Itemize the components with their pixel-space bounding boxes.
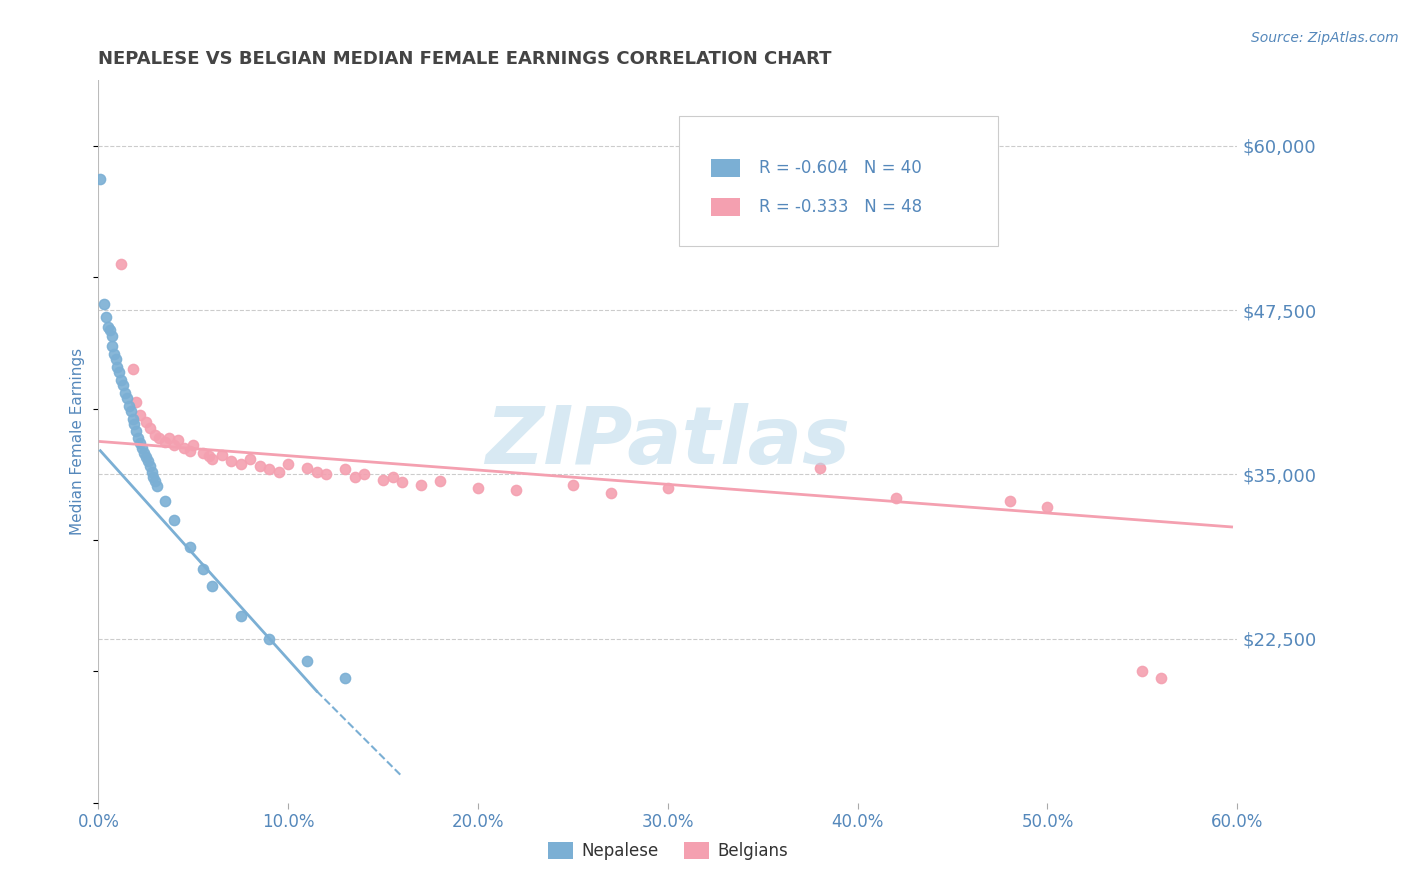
Point <box>808 460 831 475</box>
Point <box>179 540 201 554</box>
Point <box>138 459 160 474</box>
Point <box>391 475 413 490</box>
Point <box>277 457 299 471</box>
Text: NEPALESE VS BELGIAN MEDIAN FEMALE EARNINGS CORRELATION CHART: NEPALESE VS BELGIAN MEDIAN FEMALE EARNIN… <box>98 50 832 68</box>
Point <box>121 412 143 426</box>
Point <box>104 351 127 366</box>
Point <box>97 320 120 334</box>
Point <box>249 459 271 474</box>
Point <box>315 467 337 482</box>
Point <box>103 346 125 360</box>
Text: ZIPatlas: ZIPatlas <box>485 402 851 481</box>
Point <box>221 454 243 468</box>
Text: Source: ZipAtlas.com: Source: ZipAtlas.com <box>1251 31 1399 45</box>
Point <box>229 457 252 471</box>
FancyBboxPatch shape <box>711 198 740 216</box>
Legend: Nepalese, Belgians: Nepalese, Belgians <box>541 835 794 867</box>
Point <box>129 435 152 450</box>
Point <box>145 428 167 442</box>
Point <box>429 474 451 488</box>
Point <box>131 441 153 455</box>
Point <box>335 671 357 685</box>
Point <box>153 493 176 508</box>
Point <box>297 460 319 475</box>
Point <box>505 483 527 497</box>
Point <box>157 431 180 445</box>
Point <box>100 338 122 352</box>
Point <box>108 365 131 379</box>
Point <box>135 415 157 429</box>
Point <box>132 446 155 460</box>
Point <box>335 462 357 476</box>
Text: R = -0.333   N = 48: R = -0.333 N = 48 <box>759 198 922 216</box>
Point <box>411 478 433 492</box>
Point <box>89 171 111 186</box>
Point <box>100 329 122 343</box>
Point <box>183 438 205 452</box>
Point <box>562 478 585 492</box>
Point <box>118 399 141 413</box>
Point <box>120 404 142 418</box>
Point <box>125 395 148 409</box>
Point <box>173 441 195 455</box>
Point <box>125 424 148 438</box>
Point <box>167 434 190 448</box>
Point <box>136 454 159 468</box>
Point <box>343 470 366 484</box>
Point <box>239 451 262 466</box>
Point <box>141 465 163 479</box>
Point <box>114 386 136 401</box>
Point <box>138 421 160 435</box>
Point <box>163 513 186 527</box>
Point <box>142 470 165 484</box>
Point <box>267 465 290 479</box>
Point <box>467 481 489 495</box>
Point <box>211 448 233 462</box>
Point <box>297 654 319 668</box>
Point <box>124 417 146 432</box>
Point <box>129 409 152 423</box>
Point <box>1036 500 1059 515</box>
Point <box>179 443 201 458</box>
FancyBboxPatch shape <box>679 117 998 246</box>
Point <box>110 257 132 271</box>
Point <box>163 438 186 452</box>
Point <box>1150 671 1173 685</box>
Point <box>381 470 404 484</box>
Point <box>127 431 149 445</box>
Point <box>191 446 214 460</box>
Y-axis label: Median Female Earnings: Median Female Earnings <box>70 348 86 535</box>
Point <box>998 493 1021 508</box>
Point <box>197 449 219 463</box>
Point <box>371 473 394 487</box>
Point <box>884 491 907 505</box>
Point <box>259 462 281 476</box>
Point <box>146 479 169 493</box>
Point <box>259 632 281 646</box>
Point <box>600 485 623 500</box>
Point <box>201 579 224 593</box>
Point <box>98 323 121 337</box>
Point <box>121 362 143 376</box>
Point <box>110 373 132 387</box>
Point <box>153 434 176 449</box>
Point <box>1132 665 1154 679</box>
Point <box>229 609 252 624</box>
Point <box>107 359 129 374</box>
Point <box>135 450 157 465</box>
Point <box>305 465 328 479</box>
Point <box>191 562 214 576</box>
Point <box>115 391 138 405</box>
Point <box>145 474 167 488</box>
Point <box>353 467 375 482</box>
Point <box>657 481 679 495</box>
Point <box>148 431 170 445</box>
Point <box>201 451 224 466</box>
FancyBboxPatch shape <box>711 159 740 177</box>
Text: R = -0.604   N = 40: R = -0.604 N = 40 <box>759 159 922 177</box>
Point <box>93 296 115 310</box>
Point <box>112 378 135 392</box>
Point <box>94 310 117 324</box>
